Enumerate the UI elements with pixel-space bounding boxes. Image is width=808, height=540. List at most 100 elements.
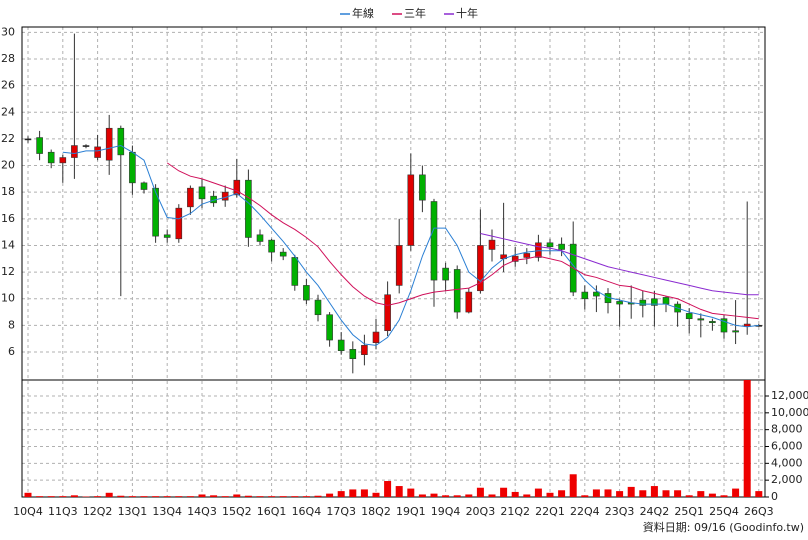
x-tick-label: 12Q2 <box>83 505 113 518</box>
volume-bar <box>558 490 566 497</box>
x-tick-label: 22Q1 <box>535 505 565 518</box>
candle-body <box>94 146 101 158</box>
x-tick-label: 20Q3 <box>466 505 496 518</box>
volume-bar <box>430 493 438 497</box>
candle-body <box>732 330 739 333</box>
candle-body <box>233 179 241 196</box>
candle-body <box>303 285 310 301</box>
candle-body <box>268 239 275 253</box>
x-tick-label: 17Q3 <box>326 505 356 518</box>
candle-body <box>523 253 531 258</box>
x-tick-label: 26Q3 <box>744 505 774 518</box>
x-tick-label: 15Q2 <box>222 505 252 518</box>
x-tick-label: 22Q4 <box>570 505 600 518</box>
candle-body <box>593 291 600 297</box>
volume-bar <box>616 491 624 497</box>
candle-body <box>152 187 159 237</box>
candle-body <box>337 339 345 351</box>
volume-bar <box>639 490 647 497</box>
candle-body <box>546 242 554 248</box>
candle-body <box>129 151 136 184</box>
candle-body <box>535 242 542 258</box>
volume-bar <box>755 491 763 497</box>
y-tick-label: 16 <box>1 212 15 225</box>
volume-bar <box>569 474 577 497</box>
volume-bar <box>534 488 542 497</box>
candle-body <box>430 201 438 281</box>
candle-body <box>187 187 194 208</box>
y2-tick-label: 12,000 <box>771 389 808 402</box>
x-tick-label: 14Q3 <box>187 505 217 518</box>
volume-bar <box>70 495 78 497</box>
candle-body <box>477 245 484 292</box>
x-tick-label: 25Q1 <box>674 505 704 518</box>
volume-bar <box>94 496 102 497</box>
volume-bar <box>326 493 334 497</box>
candle-body <box>709 321 716 324</box>
x-tick-label: 21Q2 <box>500 505 530 518</box>
candle-body <box>349 349 357 359</box>
candle-body <box>651 298 658 306</box>
volume-bar <box>36 496 44 497</box>
volume-bar <box>465 494 473 497</box>
candle-body <box>639 299 647 306</box>
candle-body <box>465 291 473 313</box>
x-tick-label: 24Q2 <box>640 505 670 518</box>
volume-bar <box>117 495 125 497</box>
candle-body <box>558 243 565 250</box>
candle-body <box>395 245 403 286</box>
y-tick-label: 30 <box>1 25 15 38</box>
ma-line <box>62 145 759 346</box>
candle-body <box>82 145 90 147</box>
y2-tick-label: 6,000 <box>771 439 803 452</box>
x-tick-label: 23Q3 <box>605 505 635 518</box>
y-tick-label: 8 <box>8 318 15 331</box>
volume-bar <box>59 496 67 497</box>
legend-label: 三年 <box>404 6 426 20</box>
y2-tick-label: 2,000 <box>771 473 803 486</box>
y-tick-label: 14 <box>1 238 15 251</box>
y-tick-label: 24 <box>1 105 15 118</box>
y-tick-label: 10 <box>1 292 15 305</box>
candle-body <box>372 331 380 344</box>
volume-bar <box>720 495 728 497</box>
candle-body <box>407 174 415 246</box>
volume-bar <box>546 492 554 497</box>
volume-bar <box>627 486 635 497</box>
candle-body <box>314 299 322 316</box>
volume-bar <box>198 494 206 497</box>
y-tick-label: 18 <box>1 185 15 198</box>
x-tick-label: 13Q4 <box>152 505 182 518</box>
volume-bar <box>453 495 461 497</box>
volume-bar <box>268 496 276 497</box>
volume-bar <box>152 496 160 497</box>
volume-bar <box>395 486 403 497</box>
x-tick-label: 13Q1 <box>118 505 148 518</box>
candle-body <box>384 294 391 332</box>
candle-body <box>24 138 32 141</box>
x-tick-label: 25Q4 <box>709 505 739 518</box>
volume-panel <box>21 379 766 498</box>
candle-body <box>442 267 449 281</box>
x-tick-label: 19Q1 <box>396 505 426 518</box>
volume-bar <box>291 496 299 497</box>
volume-bar <box>210 495 218 497</box>
x-tick-label: 19Q4 <box>431 505 461 518</box>
candle-body <box>245 179 252 238</box>
volume-bar <box>442 495 450 497</box>
candle-body <box>36 137 43 154</box>
volume-bar <box>523 494 531 497</box>
candle-body <box>291 257 299 286</box>
y2-tick-label: 8,000 <box>771 423 803 436</box>
candle-body <box>117 127 125 156</box>
volume-bar <box>708 493 716 497</box>
candle-body <box>511 255 519 262</box>
footer: 資料日期: 09/16 (Goodinfo.tw) <box>643 520 804 534</box>
volume-bar <box>476 487 484 497</box>
y2-tick-label: 0 <box>771 490 778 503</box>
volume-bar <box>500 487 508 497</box>
volume-bar <box>349 489 357 497</box>
volume-bar <box>256 496 264 497</box>
